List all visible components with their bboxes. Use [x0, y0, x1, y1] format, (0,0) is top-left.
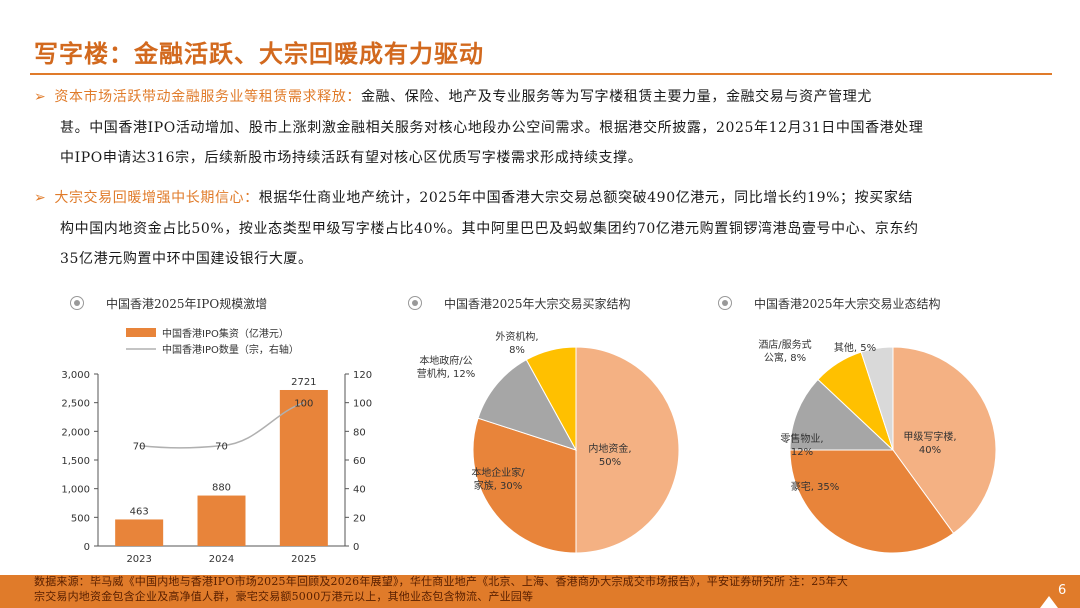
pie-label-line: 其他, 5%: [834, 341, 876, 354]
left-tick-label: 1,500: [61, 456, 90, 467]
right-tick-label: 60: [353, 456, 366, 467]
line-label-2023: 70: [133, 442, 146, 453]
bar-2024: [197, 495, 246, 546]
left-tick-label: 2,000: [61, 427, 90, 438]
pie-label-line: 营机构, 12%: [417, 367, 476, 380]
x-tick-label: 2025: [291, 554, 316, 565]
pie-slice-3: [525, 346, 577, 451]
bullet-1-line2: 甚。中国香港IPO活动增加、股市上涨刺激金融相关服务对核心地段办公空间需求。根据…: [60, 119, 924, 136]
buyer-chart-title: 中国香港2025年大宗交易买家结构: [444, 296, 631, 311]
bullet-2: ➢ 大宗交易回暖增强中长期信心：根据华仕商业地产统计，2025年中国香港大宗交易总…: [34, 183, 1034, 275]
bar-2025: [279, 389, 328, 546]
pie-label-0: 内地资金, 50%: [588, 442, 631, 468]
pie-label-line: 外资机构,: [495, 330, 538, 343]
ipo-chart-header: 中国香港2025年IPO规模激增: [70, 294, 267, 312]
bar-label-2023: 463: [130, 506, 149, 517]
pie-slice-2: [477, 359, 578, 451]
bar-2023: [115, 519, 164, 546]
pie-label-2: 零售物业, 12%: [780, 432, 823, 458]
left-tick-label: 0: [84, 542, 90, 553]
bar-label-2025: 2721: [291, 377, 316, 388]
pie-label-line: 甲级写字楼,: [903, 430, 956, 443]
pie-label-line: 零售物业,: [780, 432, 823, 445]
bullet-2-lead: 大宗交易回暖增强中长期信心：: [54, 190, 259, 206]
ipo-bar-line-chart: 中国香港IPO集资（亿港元） 中国香港IPO数量（宗，右轴） 0 500 1,000 1,…: [61, 327, 372, 565]
page-title: 写字楼：金融活跃、大宗回暖成有力驱动: [34, 39, 484, 68]
bullet-2-line3: 35亿港元购置中环中国建设银行大厦。: [60, 251, 313, 267]
pie-label-1: 本地企业家/家族, 30%: [471, 466, 525, 492]
type-chart-header: 中国香港2025年大宗交易业态结构: [718, 294, 941, 312]
page-number: 6: [1058, 583, 1067, 598]
legend-label-ipo-count: 中国香港IPO数量（宗，右轴）: [162, 343, 299, 356]
pie-label-4: 其他, 5%: [834, 341, 876, 354]
title-divider: [30, 73, 1052, 75]
ipo-chart-title: 中国香港2025年IPO规模激增: [106, 296, 268, 311]
bullet-1-line1: 金融、保险、地产及专业服务等为写字楼租赁主要力量，金融交易与资产管理尤: [360, 89, 872, 105]
pie-slice-1: [472, 417, 577, 554]
bullet-1: ➢ 资本市场活跃带动金融服务业等租赁需求释放：金融、保险、地产及专业服务等为写字楼…: [34, 82, 1034, 174]
pie-label-line: 公寓, 8%: [764, 351, 806, 364]
pie-label-line: 8%: [509, 345, 525, 356]
line-label-2025: 100: [294, 399, 313, 410]
pie-label-line: 酒店/服务式: [758, 338, 811, 351]
radio-bullet-icon: [70, 296, 84, 310]
type-pie-chart: 甲级写字楼, 40% 豪宅, 35% 零售物业, 12% 酒店/服务式公寓, 8% 其他, …: [758, 338, 997, 554]
source-line-1: 数据来源：毕马威《中国内地与香港IPO市场2025年回顾及2026年展望》，华仕…: [34, 575, 849, 588]
pie-label-0: 甲级写字楼, 40%: [903, 430, 956, 456]
right-tick-label: 40: [353, 485, 366, 496]
bullet-1-lead: 资本市场活跃带动金融服务业等租赁需求释放：: [54, 89, 361, 105]
bullet-1-line3: 中IPO申请达316宗，后续新股市场持续活跃有望对核心区优质写字楼需求形成持续支…: [60, 150, 643, 166]
pie-label-line: 本地企业家/: [471, 466, 525, 479]
source-note: 数据来源：毕马威《中国内地与香港IPO市场2025年回顾及2026年展望》，华仕…: [34, 574, 1024, 604]
pie-slice-0: [892, 346, 997, 535]
pie-label-line: 50%: [599, 457, 621, 468]
left-tick-label: 500: [71, 513, 90, 524]
x-tick-label: 2024: [209, 554, 234, 565]
line-label-2024: 70: [215, 442, 228, 453]
pie-label-line: 40%: [919, 445, 941, 456]
buyer-pie-chart: 内地资金, 50% 本地企业家/家族, 30% 本地政府/公营机构, 12% 外资机构,…: [417, 330, 680, 554]
legend-swatch-ipo-funds: [126, 328, 156, 337]
pie-slice-4: [860, 346, 894, 451]
source-line-2: 宗交易内地资金包含企业及高净值人群，豪宅交易额5000万港元以上，其他业态包含物…: [34, 590, 534, 603]
left-tick-label: 2,500: [61, 399, 90, 410]
footer-bar: [0, 575, 1080, 608]
right-tick-label: 0: [353, 542, 359, 553]
pie-slice-2: [789, 378, 895, 451]
arrow-bullet-icon: ➢: [34, 190, 47, 206]
left-tick-label: 3,000: [61, 370, 90, 381]
radio-bullet-icon: [408, 296, 422, 310]
x-tick-label: 2023: [126, 554, 151, 565]
radio-bullet-icon: [718, 296, 732, 310]
pie-label-3: 酒店/服务式公寓, 8%: [758, 338, 811, 364]
legend-label-ipo-funds: 中国香港IPO集资（亿港元）: [162, 327, 289, 340]
bullet-2-line2: 构中国内地资金占比50%，按业态类型甲级写字楼占比40%。其中阿里巴巴及蚂蚁集团…: [60, 220, 919, 237]
ipo-count-line: [139, 401, 305, 449]
bullet-2-line1: 根据华仕商业地产统计，2025年中国香港大宗交易总额突破490亿港元，同比增长约…: [258, 190, 914, 206]
left-tick-label: 1,000: [61, 485, 90, 496]
pie-slice-0: [575, 346, 680, 554]
pie-label-1: 豪宅, 35%: [791, 480, 840, 493]
logo-icon: [1040, 596, 1058, 608]
right-tick-label: 120: [353, 370, 372, 381]
pie-label-line: 本地政府/公: [419, 354, 472, 367]
bar-label-2024: 880: [212, 483, 231, 494]
pie-label-line: 12%: [791, 447, 813, 458]
pie-label-2: 本地政府/公营机构, 12%: [417, 354, 476, 380]
buyer-chart-header: 中国香港2025年大宗交易买家结构: [408, 294, 631, 312]
pie-label-line: 豪宅, 35%: [791, 480, 840, 493]
right-tick-label: 20: [353, 513, 366, 524]
right-tick-label: 100: [353, 399, 372, 410]
type-chart-title: 中国香港2025年大宗交易业态结构: [754, 296, 941, 311]
pie-label-line: 家族, 30%: [474, 479, 523, 492]
right-tick-label: 80: [353, 427, 366, 438]
pie-label-3: 外资机构, 8%: [495, 330, 538, 356]
arrow-bullet-icon: ➢: [34, 89, 47, 105]
pie-slice-1: [789, 449, 955, 554]
pie-label-line: 内地资金,: [588, 442, 631, 455]
